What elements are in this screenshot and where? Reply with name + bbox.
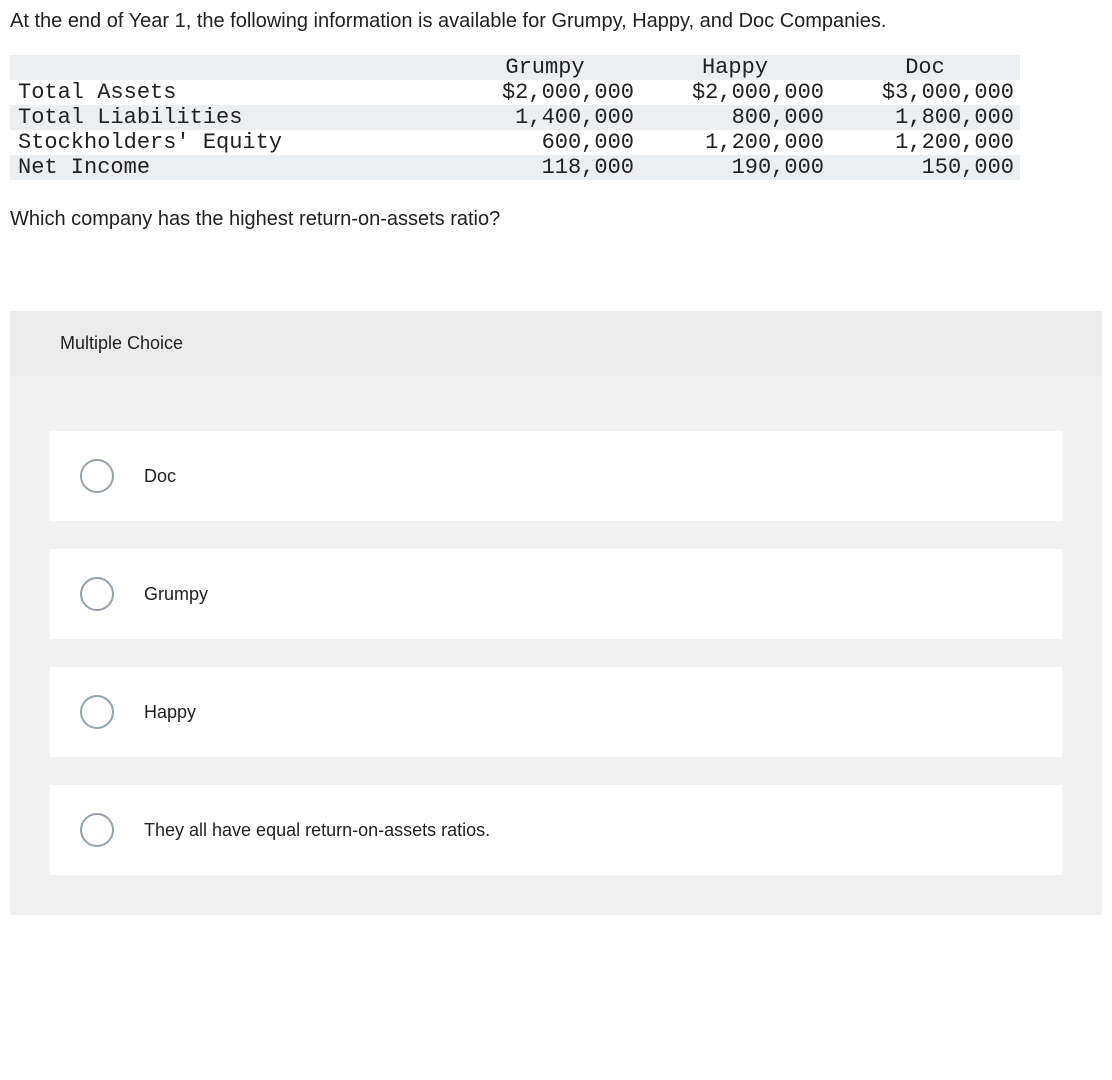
table-header-blank bbox=[10, 55, 450, 80]
table-header-row: Grumpy Happy Doc bbox=[10, 55, 1020, 80]
option-happy[interactable]: Happy bbox=[50, 667, 1062, 757]
cell: $3,000,000 bbox=[830, 80, 1020, 105]
cell: 118,000 bbox=[450, 155, 640, 180]
cell: 190,000 bbox=[640, 155, 830, 180]
row-label: Total Liabilities bbox=[10, 105, 450, 130]
cell: $2,000,000 bbox=[640, 80, 830, 105]
cell: 1,200,000 bbox=[830, 130, 1020, 155]
table-row: Total Assets $2,000,000 $2,000,000 $3,00… bbox=[10, 80, 1020, 105]
radio-icon[interactable] bbox=[80, 577, 114, 611]
option-label: Happy bbox=[144, 702, 196, 723]
cell: 150,000 bbox=[830, 155, 1020, 180]
option-label: They all have equal return-on-assets rat… bbox=[144, 820, 490, 841]
table-row: Stockholders' Equity 600,000 1,200,000 1… bbox=[10, 130, 1020, 155]
table-row: Net Income 118,000 190,000 150,000 bbox=[10, 155, 1020, 180]
cell: 800,000 bbox=[640, 105, 830, 130]
option-equal[interactable]: They all have equal return-on-assets rat… bbox=[50, 785, 1062, 875]
cell: 1,400,000 bbox=[450, 105, 640, 130]
question-text: Which company has the highest return-on-… bbox=[10, 208, 1102, 231]
cell: 600,000 bbox=[450, 130, 640, 155]
table-col-header: Doc bbox=[830, 55, 1020, 80]
option-doc[interactable]: Doc bbox=[50, 431, 1062, 521]
radio-icon[interactable] bbox=[80, 459, 114, 493]
table-row: Total Liabilities 1,400,000 800,000 1,80… bbox=[10, 105, 1020, 130]
table-col-header: Happy bbox=[640, 55, 830, 80]
option-label: Doc bbox=[144, 466, 176, 487]
financial-table: Grumpy Happy Doc Total Assets $2,000,000… bbox=[10, 55, 1020, 180]
mc-title: Multiple Choice bbox=[10, 311, 1102, 376]
option-grumpy[interactable]: Grumpy bbox=[50, 549, 1062, 639]
intro-text: At the end of Year 1, the following info… bbox=[10, 10, 1102, 33]
row-label: Total Assets bbox=[10, 80, 450, 105]
radio-icon[interactable] bbox=[80, 695, 114, 729]
row-label: Net Income bbox=[10, 155, 450, 180]
table-col-header: Grumpy bbox=[450, 55, 640, 80]
cell: 1,800,000 bbox=[830, 105, 1020, 130]
multiple-choice-section: Multiple Choice Doc Grumpy Happy They al… bbox=[10, 311, 1102, 915]
radio-icon[interactable] bbox=[80, 813, 114, 847]
row-label: Stockholders' Equity bbox=[10, 130, 450, 155]
option-label: Grumpy bbox=[144, 584, 208, 605]
cell: 1,200,000 bbox=[640, 130, 830, 155]
cell: $2,000,000 bbox=[450, 80, 640, 105]
